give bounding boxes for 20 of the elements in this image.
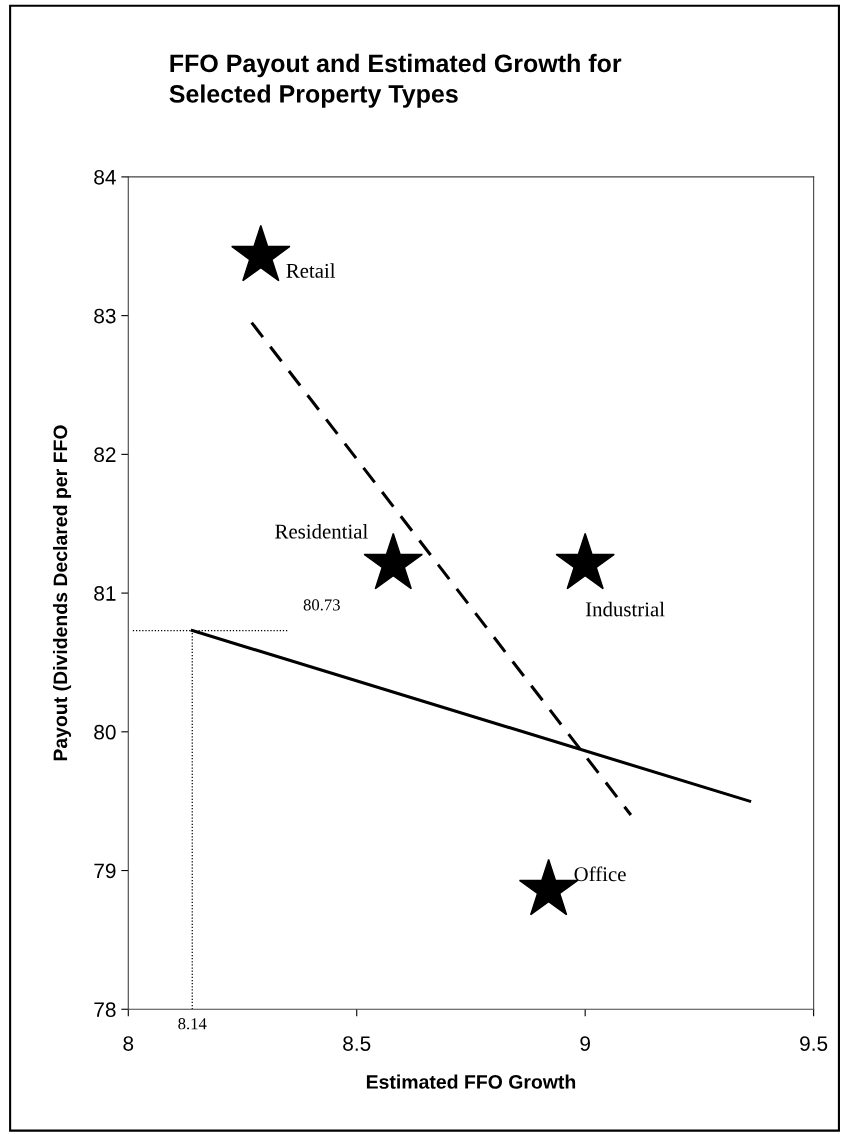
y-axis-title: Payout (Dividends Declared per FFO xyxy=(52,425,72,761)
y-tick-label: 80 xyxy=(94,724,116,740)
annotation: 80.73 xyxy=(303,599,340,611)
x-tick-label: 9.5 xyxy=(800,1036,828,1051)
series-label: Office xyxy=(574,866,626,882)
x-tick-label: 8 xyxy=(123,1036,134,1051)
x-tick-label: 8.5 xyxy=(343,1036,371,1051)
y-tick-label: 84 xyxy=(94,169,116,185)
x-axis-title: Estimated FFO Growth xyxy=(366,1074,576,1089)
chart-title: FFO Payout and Estimated Growth for Selected Property Types xyxy=(169,53,622,108)
series-label: Industrial xyxy=(585,601,665,617)
y-tick-label: 79 xyxy=(94,863,116,879)
series-label: Residential xyxy=(275,523,368,539)
y-tick-label: 82 xyxy=(94,447,116,463)
y-tick-label: 78 xyxy=(94,1002,116,1018)
y-tick-label: 83 xyxy=(94,308,116,324)
x-tick-label: 9 xyxy=(580,1036,590,1051)
y-tick-label: 81 xyxy=(94,586,116,601)
annotation: 8.14 xyxy=(178,1018,207,1030)
series-label: Retail xyxy=(286,263,336,278)
